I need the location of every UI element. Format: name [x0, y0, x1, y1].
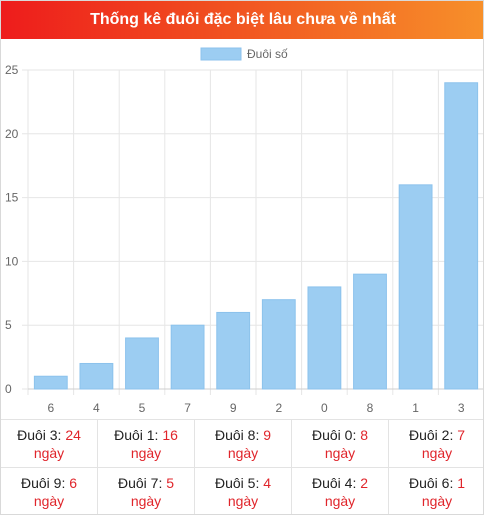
header-bar: Thống kê đuôi đặc biệt lâu chưa về nhất [1, 1, 483, 39]
cell-unit: ngày [421, 493, 453, 509]
legend-label: Đuôi số [247, 47, 288, 61]
cell-label: Đuôi 8: [214, 426, 260, 443]
cell-value: 6 [69, 475, 78, 491]
bar [398, 184, 433, 390]
cell-label: Đuôi 5: [214, 475, 260, 491]
x-tick-label: 2 [275, 401, 282, 415]
cell-label: Đuôi 7: [117, 475, 163, 491]
bar [307, 286, 342, 390]
cell-unit: ngày [227, 444, 259, 461]
x-tick-label: 5 [139, 401, 146, 415]
table-cell: Đuôi 3: 24 ngày [1, 420, 98, 467]
legend-swatch [200, 47, 242, 61]
x-tick-label: 0 [321, 401, 328, 415]
table-cell: Đuôi 9: 6 ngày [1, 468, 98, 514]
table-cell: Đuôi 8: 9 ngày [195, 420, 292, 467]
x-tick-label: 4 [93, 401, 100, 415]
stats-table: Đuôi 3: 24 ngày Đuôi 1: 16 ngày Đuôi 8: … [1, 419, 483, 514]
cell-label: Đuôi 4: [311, 475, 357, 491]
cell-label: Đuôi 0: [311, 426, 357, 443]
bar [261, 299, 296, 390]
cell-unit: ngày [324, 444, 356, 461]
y-tick-label: 15 [5, 191, 19, 205]
cell-unit: ngày [33, 493, 65, 509]
y-tick-label: 25 [5, 63, 19, 77]
cell-value: 2 [360, 475, 369, 491]
cell-unit: ngày [421, 444, 453, 461]
y-tick-label: 5 [5, 318, 12, 332]
table-cell: Đuôi 4: 2 ngày [292, 468, 389, 514]
bar [170, 324, 205, 390]
table-row: Đuôi 9: 6 ngày Đuôi 7: 5 ngày Đuôi 5: 4 … [1, 468, 483, 514]
cell-label: Đuôi 1: [114, 426, 159, 443]
cell-unit: ngày [324, 493, 356, 509]
bar [79, 362, 114, 390]
y-tick-label: 10 [5, 254, 19, 268]
x-tick-label: 6 [47, 401, 54, 415]
bar [125, 337, 159, 390]
cell-value: 9 [263, 426, 272, 443]
bar [216, 311, 251, 390]
x-tick-label: 9 [230, 401, 237, 415]
cell-unit: ngày [130, 444, 162, 461]
cell-unit: ngày [227, 493, 259, 509]
x-tick-label: 8 [367, 401, 374, 415]
table-row: Đuôi 3: 24 ngày Đuôi 1: 16 ngày Đuôi 8: … [1, 420, 483, 468]
cell-value: 7 [457, 426, 466, 443]
table-cell: Đuôi 1: 16 ngày [98, 420, 195, 467]
cell-value: 4 [263, 475, 272, 491]
table-cell: Đuôi 0: 8 ngày [292, 420, 389, 467]
bar [353, 273, 387, 390]
x-tick-label: 3 [458, 401, 465, 415]
cell-unit: ngày [130, 493, 162, 509]
cell-value: 1 [457, 475, 466, 491]
y-tick-label: 0 [5, 382, 12, 396]
page-title: Thống kê đuôi đặc biệt lâu chưa về nhất [90, 11, 396, 28]
cell-value: 16 [162, 426, 178, 443]
cell-unit: ngày [33, 444, 65, 461]
cell-value: 8 [360, 426, 369, 443]
cell-value: 5 [166, 475, 175, 491]
cell-label: Đuôi 2: [408, 426, 454, 443]
cell-value: 24 [65, 426, 81, 443]
bar [444, 82, 479, 390]
bar [33, 375, 68, 390]
table-cell: Đuôi 7: 5 ngày [98, 468, 195, 514]
table-cell: Đuôi 5: 4 ngày [195, 468, 292, 514]
cell-label: Đuôi 9: [20, 475, 66, 491]
table-cell: Đuôi 2: 7 ngày [389, 420, 483, 467]
cell-label: Đuôi 6: [408, 475, 454, 491]
x-tick-label: 7 [184, 401, 191, 415]
x-tick-label: 1 [412, 401, 419, 415]
cell-label: Đuôi 3: [17, 426, 62, 443]
table-cell: Đuôi 6: 1 ngày [389, 468, 483, 514]
y-tick-label: 20 [5, 127, 19, 141]
